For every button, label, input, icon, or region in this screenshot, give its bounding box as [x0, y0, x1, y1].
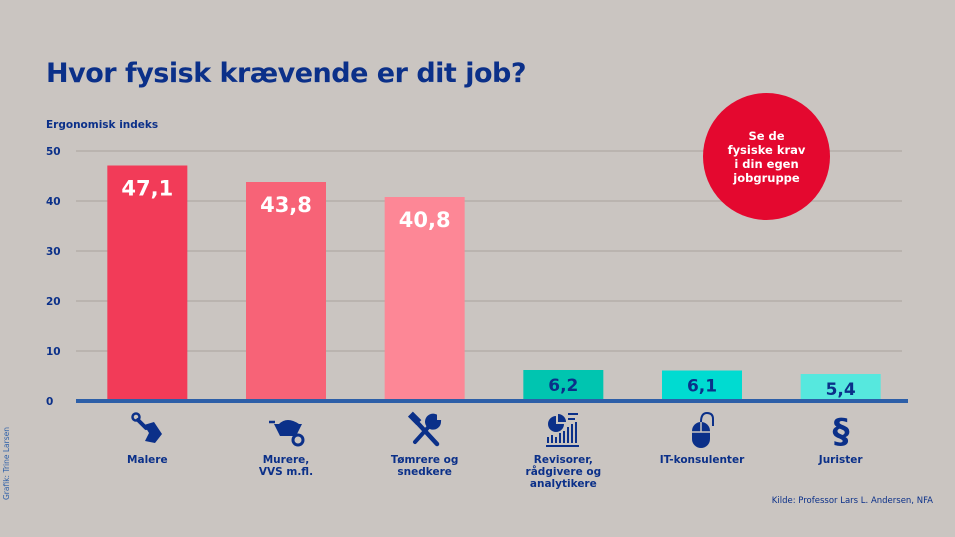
- bar: [523, 370, 604, 401]
- job-group-link-badge[interactable]: Se de fysiske krav i din egen jobgruppe: [703, 93, 830, 220]
- wheelbarrow-icon: [269, 420, 305, 447]
- chart-report-icon: [546, 413, 580, 447]
- paintbrush-icon: [131, 412, 163, 443]
- bar-chart: 0 10 20 30 40 50 47,1 43,8 40,8 6,2 6,1 5,4: [46, 146, 908, 408]
- bar: [246, 182, 326, 401]
- category-label: Revisorer, rådgivere og analytikere: [525, 454, 602, 490]
- y-tick-label: 20: [46, 296, 61, 308]
- y-tick-label: 40: [46, 196, 61, 208]
- category-label: Murere, VVS m.fl.: [258, 454, 314, 478]
- paragraph-icon: §: [832, 412, 849, 450]
- x-axis-line: [76, 399, 908, 403]
- category-1: Murere, VVS m.fl.: [221, 410, 351, 478]
- y-axis-label: Ergonomisk indeks: [46, 119, 159, 131]
- y-tick-labels: 0 10 20 30 40 50: [46, 146, 61, 408]
- data-label: 6,2: [548, 376, 578, 396]
- category-2: Tømrere og snedkere: [360, 410, 490, 478]
- bar: [662, 370, 742, 401]
- category-0: Malere: [82, 410, 212, 466]
- category-label: Tømrere og snedkere: [390, 454, 459, 478]
- data-label: 40,8: [399, 208, 451, 232]
- bar: [800, 374, 881, 401]
- x-axis: [76, 399, 908, 403]
- y-tick-label: 50: [46, 146, 61, 158]
- category-5: § Jurister: [776, 410, 906, 466]
- data-labels: 47,1 43,8 40,8 6,2 6,1 5,4: [121, 177, 855, 401]
- data-label: 5,4: [826, 380, 856, 400]
- y-tick-label: 10: [46, 346, 61, 358]
- svg-text:§: §: [832, 412, 849, 450]
- bar: [107, 165, 188, 401]
- bar: [384, 197, 465, 401]
- category-4: IT-konsulenter: [637, 410, 767, 466]
- y-tick-label: 30: [46, 246, 61, 258]
- y-tick-label: 0: [46, 396, 53, 408]
- category-label: Malere: [127, 454, 168, 466]
- data-label: 6,1: [687, 377, 717, 397]
- data-label: 47,1: [121, 177, 173, 201]
- category-label: IT-konsulenter: [659, 454, 745, 466]
- data-label: 43,8: [260, 193, 312, 217]
- bars: [107, 165, 881, 401]
- computer-mouse-icon: [692, 411, 714, 448]
- category-3: Revisorer, rådgivere og analytikere: [498, 410, 628, 490]
- source-note: Kilde: Professor Lars L. Andersen, NFA: [771, 496, 933, 506]
- page-title: Hvor fysisk krævende er dit job?: [46, 58, 527, 89]
- category-label: Jurister: [818, 454, 863, 466]
- graphic-credit: Grafik: Trine Larsen: [2, 426, 11, 500]
- hammer-wrench-icon: [407, 411, 441, 447]
- badge-text: Se de fysiske krav i din egen jobgruppe: [727, 128, 806, 185]
